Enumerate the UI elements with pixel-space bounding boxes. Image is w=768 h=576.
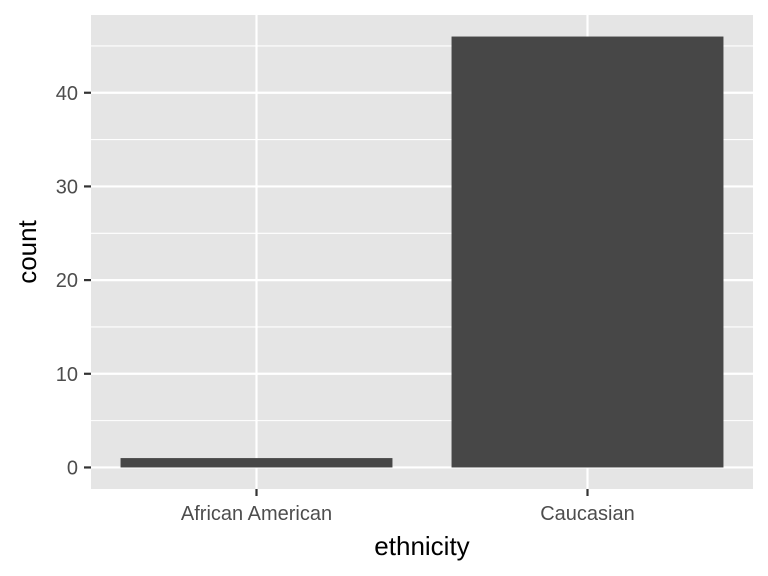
x-tick-label: African American	[181, 503, 332, 525]
y-tick-label: 10	[56, 364, 78, 386]
x-axis: African American Caucasian	[181, 489, 635, 525]
y-tick-label: 0	[67, 457, 78, 479]
y-axis-title: count	[12, 219, 42, 283]
y-axis: 0 10 20 30 40	[56, 83, 91, 480]
bar-african-american	[121, 458, 393, 467]
y-tick-label: 40	[56, 83, 78, 105]
bar-caucasian	[452, 37, 724, 468]
x-tick-label: Caucasian	[540, 503, 635, 525]
x-axis-title: ethnicity	[374, 531, 469, 561]
y-tick-label: 20	[56, 270, 78, 292]
y-tick-label: 30	[56, 176, 78, 198]
